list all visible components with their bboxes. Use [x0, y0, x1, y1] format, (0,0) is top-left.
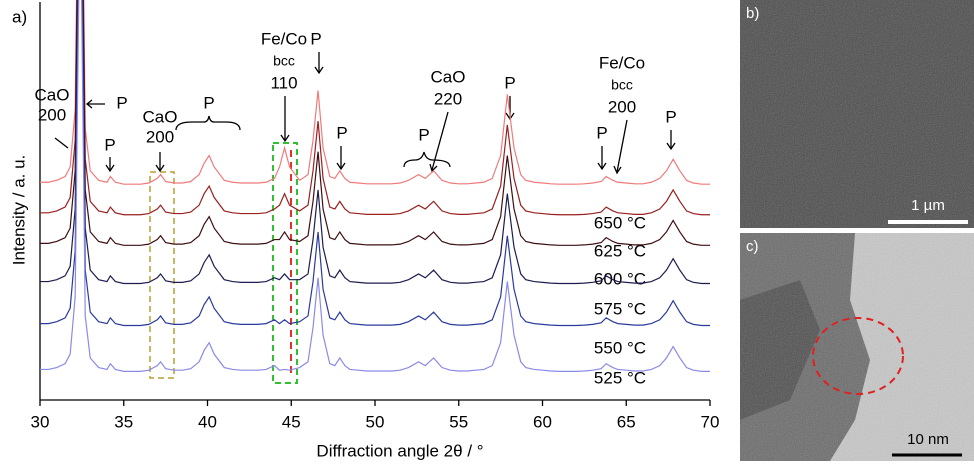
annotation: CaO — [431, 67, 466, 86]
annotation: CaO — [143, 107, 178, 126]
annotation: 220 — [434, 89, 462, 108]
annotation: a) — [12, 7, 27, 26]
series-line — [40, 0, 710, 216]
annotation: P — [504, 73, 515, 92]
annotation: bcc — [273, 53, 295, 69]
series-label: 575 °C — [594, 299, 646, 318]
chart: Diffraction angle 2θ / ° Intensity / a. … — [9, 0, 719, 460]
annotation: P — [418, 125, 429, 144]
panel-label: c) — [746, 238, 759, 255]
annotation: P — [336, 123, 347, 142]
x-tick-label: 70 — [701, 412, 720, 431]
annotation: 200 — [146, 127, 174, 146]
annotation: CaO — [35, 85, 70, 104]
series-line — [40, 0, 710, 246]
panel-c: c) 10 nm — [740, 233, 974, 461]
annotation: Fe/Co — [261, 29, 307, 48]
annotation: P — [116, 93, 127, 112]
panel-b: b) 1 µm — [740, 0, 974, 228]
annotation: P — [104, 135, 115, 154]
highlight-box — [272, 142, 298, 384]
annotation: bcc — [611, 77, 633, 93]
panel-label: b) — [746, 5, 759, 22]
x-tick-label: 60 — [533, 412, 552, 431]
series-label: 625 °C — [594, 241, 646, 260]
y-axis-title: Intensity / a. u. — [9, 155, 28, 266]
series-line — [40, 0, 710, 185]
series-line — [40, 0, 710, 285]
highlight-box — [149, 171, 175, 379]
series-line — [40, 0, 710, 372]
arrows — [54, 52, 676, 175]
annotation: P — [203, 93, 214, 112]
scale-label: 1 µm — [911, 197, 945, 214]
x-axis-title: Diffraction angle 2θ / ° — [316, 441, 483, 460]
annotation: P — [665, 107, 676, 126]
x-tick-label: 45 — [282, 412, 301, 431]
series-label: 600 °C — [594, 269, 646, 288]
highlight-circle — [812, 317, 904, 395]
annotation: 200 — [608, 97, 636, 116]
annotation: 110 — [270, 73, 297, 92]
annotation: Fe/Co — [599, 53, 645, 72]
annotation: P — [310, 29, 321, 48]
scale-label: 10 nm — [907, 431, 949, 448]
x-tick-label: 65 — [617, 412, 636, 431]
x-tick-label: 55 — [449, 412, 468, 431]
x-tick-label: 40 — [198, 412, 217, 431]
series-label: 525 °C — [594, 368, 646, 387]
x-tick-label: 50 — [366, 412, 385, 431]
sem-texture — [740, 0, 974, 228]
tem-texture — [740, 233, 974, 461]
series-label: 650 °C — [594, 213, 646, 232]
x-tick-label: 35 — [114, 412, 133, 431]
series-label: 550 °C — [594, 338, 646, 357]
annotation: 200 — [38, 105, 66, 124]
annotation: P — [596, 123, 607, 142]
series-line — [40, 0, 710, 327]
x-tick-label: 30 — [31, 412, 50, 431]
